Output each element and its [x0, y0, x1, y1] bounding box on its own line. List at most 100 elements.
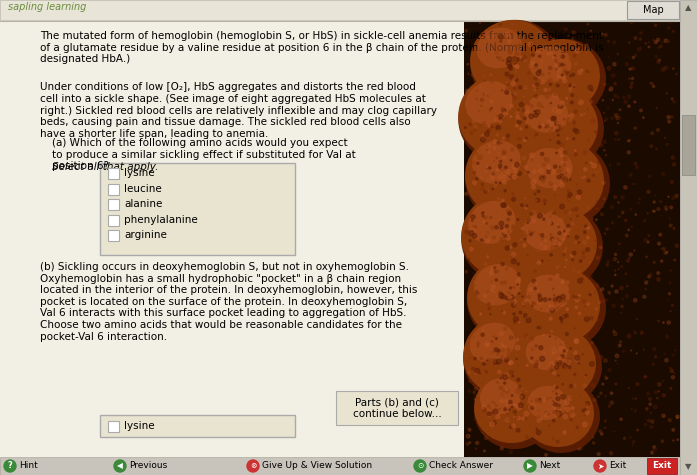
Circle shape [596, 256, 599, 259]
Circle shape [574, 327, 576, 329]
Circle shape [493, 281, 494, 282]
Circle shape [521, 158, 523, 160]
Circle shape [564, 232, 569, 236]
Circle shape [522, 121, 527, 125]
Circle shape [510, 370, 513, 374]
Circle shape [555, 365, 558, 369]
Circle shape [658, 383, 661, 386]
Circle shape [521, 388, 523, 389]
Circle shape [622, 351, 625, 352]
Circle shape [468, 435, 470, 436]
Circle shape [601, 288, 604, 291]
Circle shape [556, 266, 559, 268]
Circle shape [643, 295, 646, 298]
Circle shape [586, 70, 589, 73]
Circle shape [626, 294, 629, 297]
Circle shape [521, 204, 523, 207]
Circle shape [505, 268, 507, 270]
Circle shape [543, 200, 546, 202]
Circle shape [473, 226, 477, 229]
Circle shape [514, 303, 516, 306]
Circle shape [565, 89, 569, 93]
Circle shape [514, 322, 515, 323]
Circle shape [585, 371, 590, 375]
Circle shape [499, 291, 501, 293]
Circle shape [562, 307, 566, 310]
Ellipse shape [518, 87, 604, 169]
Circle shape [599, 246, 602, 249]
Circle shape [487, 412, 491, 416]
Circle shape [476, 98, 478, 100]
Circle shape [507, 134, 510, 137]
Circle shape [624, 186, 627, 189]
Circle shape [551, 246, 556, 250]
Circle shape [527, 337, 528, 338]
Circle shape [501, 89, 503, 91]
Circle shape [553, 165, 557, 168]
Circle shape [673, 163, 675, 166]
Circle shape [501, 356, 502, 357]
Circle shape [505, 225, 508, 228]
Circle shape [648, 275, 650, 278]
Circle shape [557, 224, 558, 225]
Circle shape [582, 300, 585, 303]
Circle shape [556, 303, 558, 305]
Circle shape [519, 311, 522, 314]
Circle shape [490, 100, 492, 102]
Circle shape [470, 87, 472, 89]
Circle shape [603, 112, 605, 114]
Circle shape [504, 373, 508, 378]
Circle shape [528, 42, 533, 47]
Circle shape [509, 174, 512, 178]
Circle shape [491, 401, 493, 403]
Circle shape [556, 129, 558, 131]
Circle shape [524, 418, 526, 420]
Circle shape [574, 150, 576, 152]
Circle shape [533, 302, 536, 305]
Circle shape [514, 342, 516, 343]
Circle shape [587, 179, 590, 182]
Circle shape [636, 166, 638, 169]
Circle shape [497, 353, 499, 355]
Circle shape [659, 233, 662, 236]
Circle shape [595, 219, 597, 221]
Circle shape [564, 181, 566, 183]
Bar [680, 0, 697, 475]
Circle shape [650, 83, 651, 84]
Circle shape [500, 40, 502, 42]
Circle shape [549, 139, 551, 141]
Circle shape [521, 227, 523, 229]
Circle shape [513, 404, 517, 408]
Circle shape [582, 251, 585, 254]
Circle shape [545, 124, 549, 128]
Circle shape [558, 64, 560, 66]
Circle shape [542, 238, 545, 240]
Circle shape [561, 75, 563, 76]
Circle shape [580, 155, 582, 158]
Circle shape [634, 331, 635, 332]
Circle shape [648, 46, 650, 48]
Circle shape [561, 55, 565, 58]
Circle shape [618, 202, 619, 203]
Circle shape [549, 167, 550, 169]
Circle shape [535, 83, 538, 86]
Circle shape [535, 398, 539, 402]
Circle shape [513, 313, 515, 315]
Circle shape [590, 162, 592, 164]
Circle shape [576, 296, 578, 299]
Circle shape [550, 330, 553, 332]
Circle shape [543, 176, 546, 179]
Circle shape [526, 137, 527, 139]
Circle shape [466, 244, 470, 247]
Circle shape [527, 295, 530, 298]
Circle shape [504, 234, 507, 238]
Circle shape [579, 361, 582, 363]
Circle shape [643, 117, 644, 118]
Circle shape [570, 412, 575, 417]
FancyBboxPatch shape [647, 458, 677, 474]
Circle shape [627, 285, 628, 287]
Circle shape [587, 334, 588, 335]
Circle shape [496, 137, 499, 140]
Circle shape [577, 190, 581, 194]
Circle shape [522, 156, 526, 160]
